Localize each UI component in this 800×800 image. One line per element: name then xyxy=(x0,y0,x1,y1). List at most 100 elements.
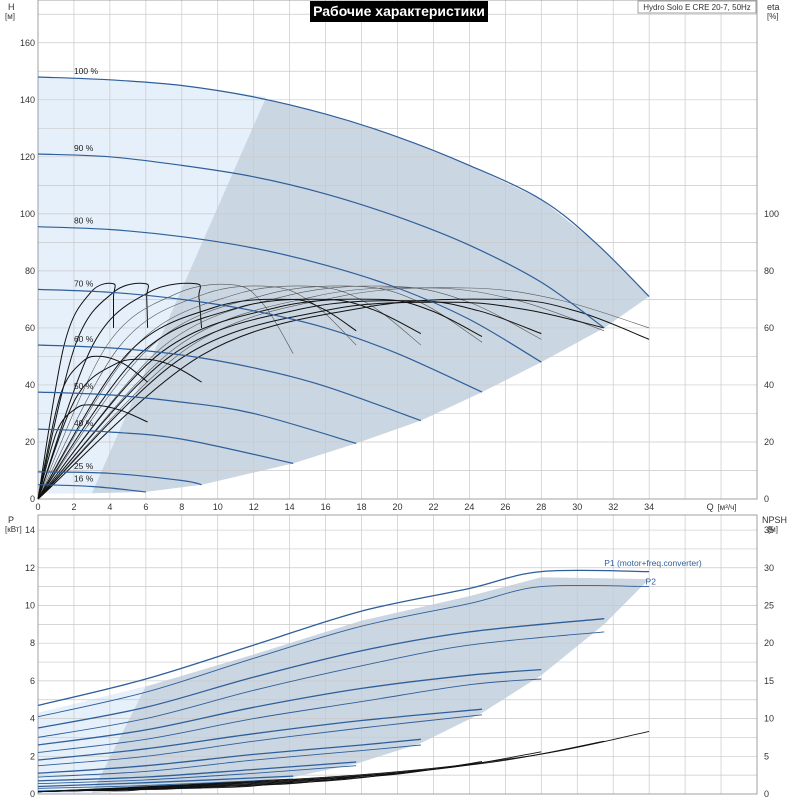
y-left-tick-label: 4 xyxy=(30,714,35,724)
x-tick-label: 14 xyxy=(285,502,295,512)
y-right-tick-label: 40 xyxy=(764,380,774,390)
y-left-tick-label: 2 xyxy=(30,751,35,761)
x-tick-label: 28 xyxy=(536,502,546,512)
y-left-tick-label: 80 xyxy=(25,266,35,276)
y-right-tick-label: 20 xyxy=(764,638,774,648)
y-right-axis-label: NPSH xyxy=(762,515,787,525)
x-tick-label: 4 xyxy=(107,502,112,512)
model-label: Hydro Solo E CRE 20-7, 50Hz xyxy=(637,0,757,14)
p1-curve xyxy=(37,775,294,788)
speed-curve-label: 50 % xyxy=(74,381,94,391)
x-tick-label: 0 xyxy=(35,502,40,512)
y-left-tick-label: 140 xyxy=(20,95,35,105)
x-tick-label: 26 xyxy=(500,502,510,512)
y-left-tick-label: 120 xyxy=(20,152,35,162)
series-label: P2 xyxy=(646,577,657,587)
efficiency-curve xyxy=(37,298,650,500)
speed-curve-label: 40 % xyxy=(74,418,94,428)
speed-curve xyxy=(37,76,650,297)
speed-curve xyxy=(37,484,146,493)
y-left-tick-label: 10 xyxy=(25,600,35,610)
y-right-tick-label: 20 xyxy=(764,437,774,447)
y-left-tick-label: 14 xyxy=(25,525,35,535)
efficiency-curve xyxy=(37,282,149,500)
x-tick-label: 8 xyxy=(179,502,184,512)
x-tick-label: 6 xyxy=(143,502,148,512)
x-axis-unit: [м³/ч] xyxy=(717,503,736,512)
y-left-tick-label: 0 xyxy=(30,494,35,504)
efficiency-curve xyxy=(37,287,650,500)
y-right-axis-label: eta xyxy=(767,2,780,12)
y-left-axis-label: P xyxy=(8,515,14,525)
p2-curve xyxy=(37,744,421,778)
efficiency-curve xyxy=(37,300,542,500)
p1-curve xyxy=(37,761,357,782)
y-left-tick-label: 160 xyxy=(20,38,35,48)
speed-curve-label: 80 % xyxy=(74,216,94,226)
y-right-tick-label: 15 xyxy=(764,676,774,686)
efficiency-curve xyxy=(37,358,202,500)
operating-area-light xyxy=(38,77,267,494)
efficiency-curve xyxy=(37,301,605,500)
speed-curve xyxy=(37,471,202,486)
speed-curve xyxy=(37,391,357,444)
speed-curve-label: 70 % xyxy=(74,278,94,288)
p1-curve xyxy=(37,708,483,761)
y-right-tick-label: 100 xyxy=(764,209,779,219)
chart-title: Рабочие характеристики xyxy=(310,1,488,22)
y-right-tick-label: 80 xyxy=(764,266,774,276)
y-right-tick-label: 0 xyxy=(764,789,769,799)
speed-curve-label: 100 % xyxy=(74,66,99,76)
efficiency-curve xyxy=(37,298,483,500)
head-efficiency-plot: 100 %90 %80 %70 %60 %50 %40 %25 %16 %0 2 4… xyxy=(5,0,780,512)
y-right-axis-unit: [м] xyxy=(768,525,778,534)
p1-curve xyxy=(37,569,650,707)
x-tick-label: 18 xyxy=(357,502,367,512)
x-tick-label: 24 xyxy=(464,502,474,512)
x-tick-label: 16 xyxy=(321,502,331,512)
x-tick-label: 2 xyxy=(71,502,76,512)
x-tick-label: 20 xyxy=(392,502,402,512)
x-tick-label: 10 xyxy=(213,502,223,512)
p2-curve xyxy=(37,765,357,785)
x-tick-label: 32 xyxy=(608,502,618,512)
x-tick-label: 30 xyxy=(572,502,582,512)
efficiency-curve xyxy=(37,298,422,500)
x-axis-label: Q xyxy=(707,502,714,512)
efficiency-curve xyxy=(37,282,116,500)
x-tick-label: 34 xyxy=(644,502,654,512)
npsh-curve xyxy=(37,730,650,793)
y-left-tick-label: 60 xyxy=(25,323,35,333)
series-label: P1 (motor+freq.converter) xyxy=(604,558,702,568)
p1-curve xyxy=(37,668,542,746)
model-label-box xyxy=(637,0,757,14)
p2-curve xyxy=(37,678,542,753)
speed-curve xyxy=(37,428,294,464)
speed-curve xyxy=(37,226,542,363)
efficiency-curve xyxy=(37,404,148,500)
efficiency-curve xyxy=(37,285,483,500)
x-tick-label: 12 xyxy=(249,502,259,512)
y-right-tick-label: 0 xyxy=(764,494,769,504)
y-right-axis-unit: [%] xyxy=(767,12,779,21)
y-right-tick-label: 5 xyxy=(764,751,769,761)
operating-area xyxy=(38,577,650,794)
y-left-tick-label: 20 xyxy=(25,437,35,447)
efficiency-curve xyxy=(37,298,357,500)
y-right-tick-label: 35 xyxy=(764,525,774,535)
p2-curve xyxy=(37,584,650,718)
p2-curve xyxy=(37,714,483,767)
y-right-tick-label: 25 xyxy=(764,600,774,610)
plot-frame xyxy=(37,514,758,795)
p2-curve xyxy=(37,631,605,738)
speed-curve-label: 60 % xyxy=(74,334,94,344)
speed-curve-label: 25 % xyxy=(74,461,94,471)
power-npsh-plot: P1 (motor+freq.converter)P202468101214P[… xyxy=(5,514,787,799)
y-left-tick-label: 12 xyxy=(25,563,35,573)
speed-curve-label: 90 % xyxy=(74,143,94,153)
y-left-tick-label: 40 xyxy=(25,380,35,390)
chart-title-text: Рабочие характеристики xyxy=(313,3,485,19)
plot-frame xyxy=(37,0,758,500)
efficiency-curve xyxy=(37,283,294,500)
